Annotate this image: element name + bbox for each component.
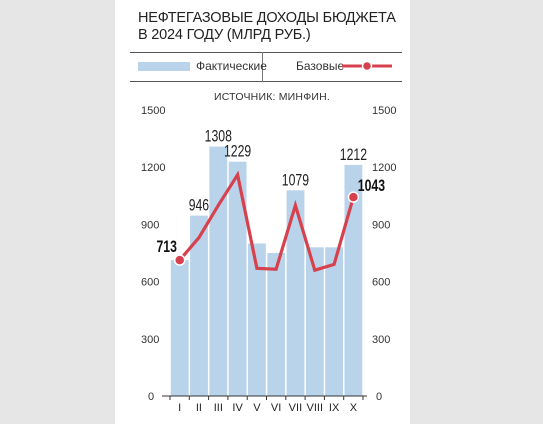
bar-value-label-X: 1212 [340,146,367,164]
x-tick-label-II: II [196,402,202,414]
title-line-2: В 2024 ГОДУ (МЛРД РУБ.) [138,27,311,43]
bar-value-label-III: 1308 [205,128,232,146]
y-tick-label-right: 900 [372,219,390,231]
x-tick-label-VI: VI [271,402,281,414]
y-tick-label-right: 0 [376,391,382,403]
x-tick-label-VIII: VIII [307,402,324,414]
bar-IX [325,247,343,396]
x-tick-label-V: V [253,402,261,414]
bar-X [344,164,363,396]
bar-III [209,146,228,396]
y-tick-label-left: 1500 [141,105,165,117]
base-series-marker-I [173,254,186,266]
bar-IV [228,161,247,396]
legend-label-base: Базовые [296,59,345,73]
y-tick-label-left: 600 [141,277,159,289]
line-value-label-I: 713 [156,238,176,256]
y-tick-label-left: 0 [148,391,154,403]
chart-title: НЕФТЕГАЗОВЫЕ ДОХОДЫ БЮДЖЕТА В 2024 ГОДУ … [138,10,403,44]
x-tick-label-IV: IV [232,402,243,414]
bar-VIII [305,247,324,396]
y-tick-label-left: 300 [141,334,159,346]
bar-value-label-IV: 1229 [224,143,251,161]
y-tick-label-right: 1200 [372,162,396,174]
x-tick-label-I: I [178,402,181,414]
bar-VI [267,253,286,396]
legend-swatch-actual [138,62,190,71]
base-series-line [178,170,355,273]
legend-label-actual: Фактические [196,59,267,73]
bar-I [170,260,189,396]
y-tick-label-right: 1500 [372,105,396,117]
legend-top-rule [130,52,402,53]
x-tick-label-III: III [214,402,223,414]
y-tick-label-left: 1200 [141,162,165,174]
line-value-label-X: 1043 [358,177,385,195]
legend-line-marker [342,60,392,72]
base-series-marker-X [347,191,360,203]
bar-value-label-VII: 1079 [282,172,309,190]
bar-V [248,243,266,396]
bar-VII [286,190,305,396]
legend-bottom-rule [130,81,402,82]
x-tick-label-VII: VII [289,402,302,414]
x-tick-label-IX: IX [329,402,340,414]
legend-separator [262,52,263,82]
bar-value-label-II: 946 [189,197,209,215]
y-tick-label-left: 900 [141,219,159,231]
title-line-1: НЕФТЕГАЗОВЫЕ ДОХОДЫ БЮДЖЕТА [138,10,396,26]
chart-source: ИСТОЧНИК: МИНФИН. [214,91,331,103]
x-tick-label-X: X [350,402,358,414]
y-tick-label-right: 300 [372,334,390,346]
bar-II [190,215,208,396]
y-tick-label-right: 600 [372,277,390,289]
